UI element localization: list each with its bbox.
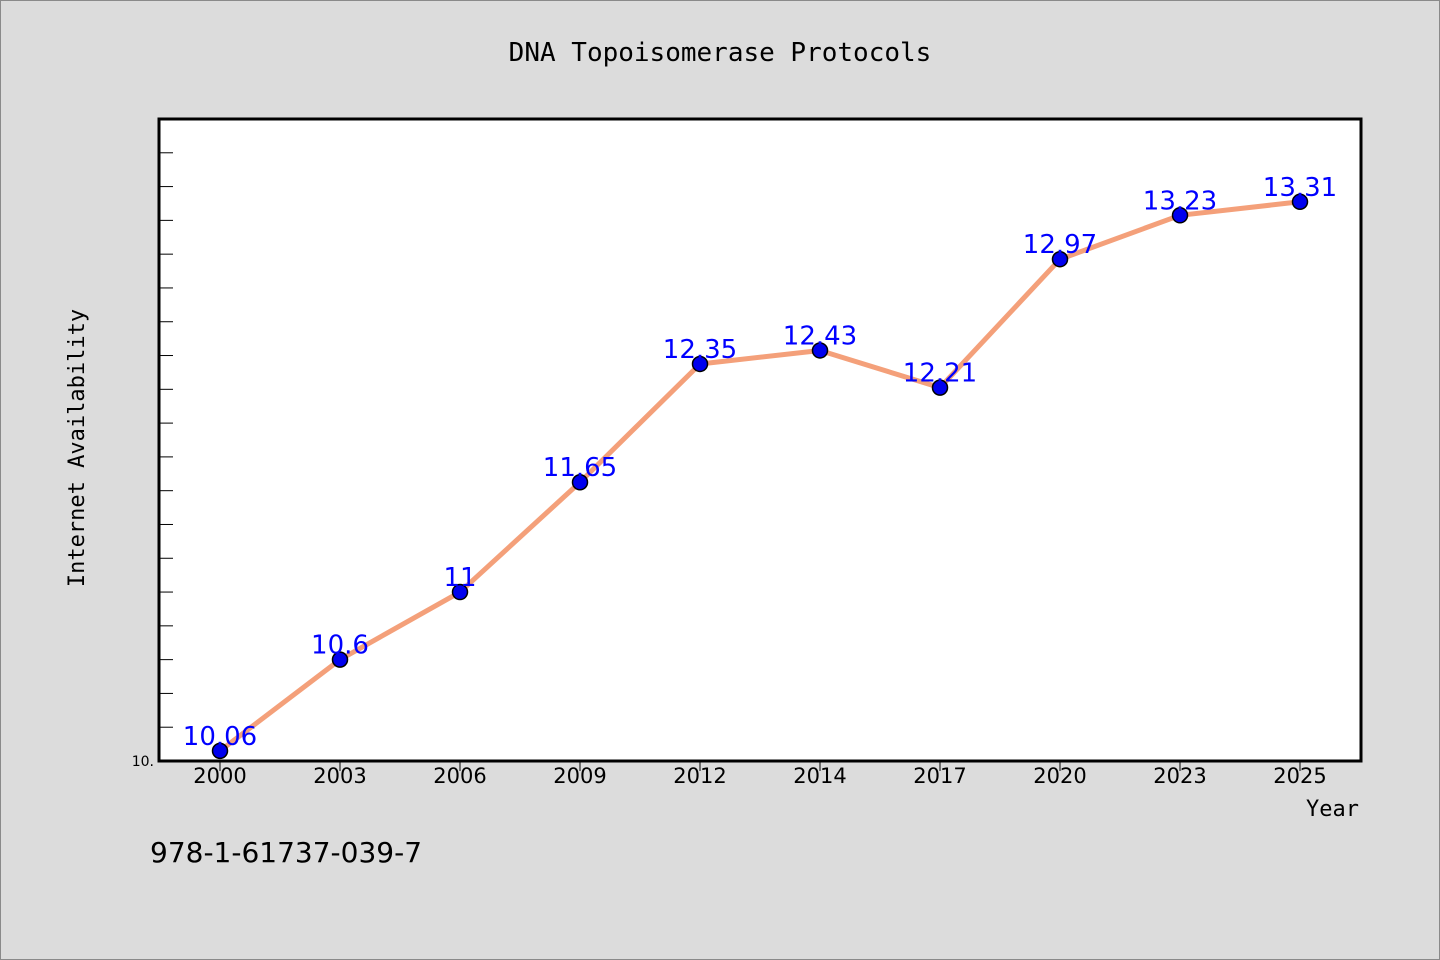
x-tick-label: 2006 xyxy=(433,764,486,788)
plot-area xyxy=(157,117,1363,763)
x-tick-label: 2017 xyxy=(913,764,966,788)
data-point xyxy=(331,651,349,668)
x-tick-label: 2014 xyxy=(793,764,846,788)
data-point xyxy=(571,473,589,491)
data-label: 11.65 xyxy=(543,453,617,483)
data-labels: 10.06 10.6 11 11.65 12.35 12.43 12.21 12.97 13.2… xyxy=(183,173,1337,752)
x-axis-label: Year xyxy=(1306,797,1359,822)
x-tick-label: 2012 xyxy=(673,764,726,788)
footer-isbn: 978-1-61737-039-7 xyxy=(150,836,422,869)
y-axis-ticks xyxy=(159,152,173,728)
data-point xyxy=(811,342,829,359)
data-point xyxy=(1051,250,1069,268)
x-tick-label: 2025 xyxy=(1273,764,1326,788)
data-label: 11 xyxy=(443,563,476,593)
x-tick-labels: 2000 2003 2006 2009 2012 2014 2017 2020 2023 2025 xyxy=(193,764,1326,788)
data-point xyxy=(1171,207,1189,224)
y-origin-label: 10. xyxy=(132,754,154,770)
data-label: 12.35 xyxy=(663,335,737,365)
data-label: 12.43 xyxy=(783,321,857,351)
series-points xyxy=(211,193,1309,760)
x-tick-label: 2000 xyxy=(193,764,246,788)
series-line xyxy=(218,199,1301,753)
data-label: 12.21 xyxy=(903,359,977,389)
data-point xyxy=(1291,193,1309,211)
x-axis-ticks xyxy=(219,761,1301,771)
x-tick-label: 2023 xyxy=(1153,764,1206,788)
y-axis-label: Internet Availability xyxy=(65,309,90,587)
data-point xyxy=(211,742,229,760)
data-label: 10.6 xyxy=(311,631,369,661)
x-tick-label: 2020 xyxy=(1033,764,1086,788)
data-label: 13.23 xyxy=(1143,186,1217,216)
data-label: 13.31 xyxy=(1263,173,1337,203)
x-tick-label: 2003 xyxy=(313,764,366,788)
data-point xyxy=(451,583,469,601)
data-label: 12.97 xyxy=(1023,230,1097,260)
data-point xyxy=(691,355,709,373)
data-label: 10.06 xyxy=(183,722,257,752)
chart-title: DNA Topoisomerase Protocols xyxy=(509,38,932,68)
series-polyline xyxy=(218,199,1301,753)
data-point xyxy=(931,379,949,396)
x-tick-label: 2009 xyxy=(553,764,606,788)
